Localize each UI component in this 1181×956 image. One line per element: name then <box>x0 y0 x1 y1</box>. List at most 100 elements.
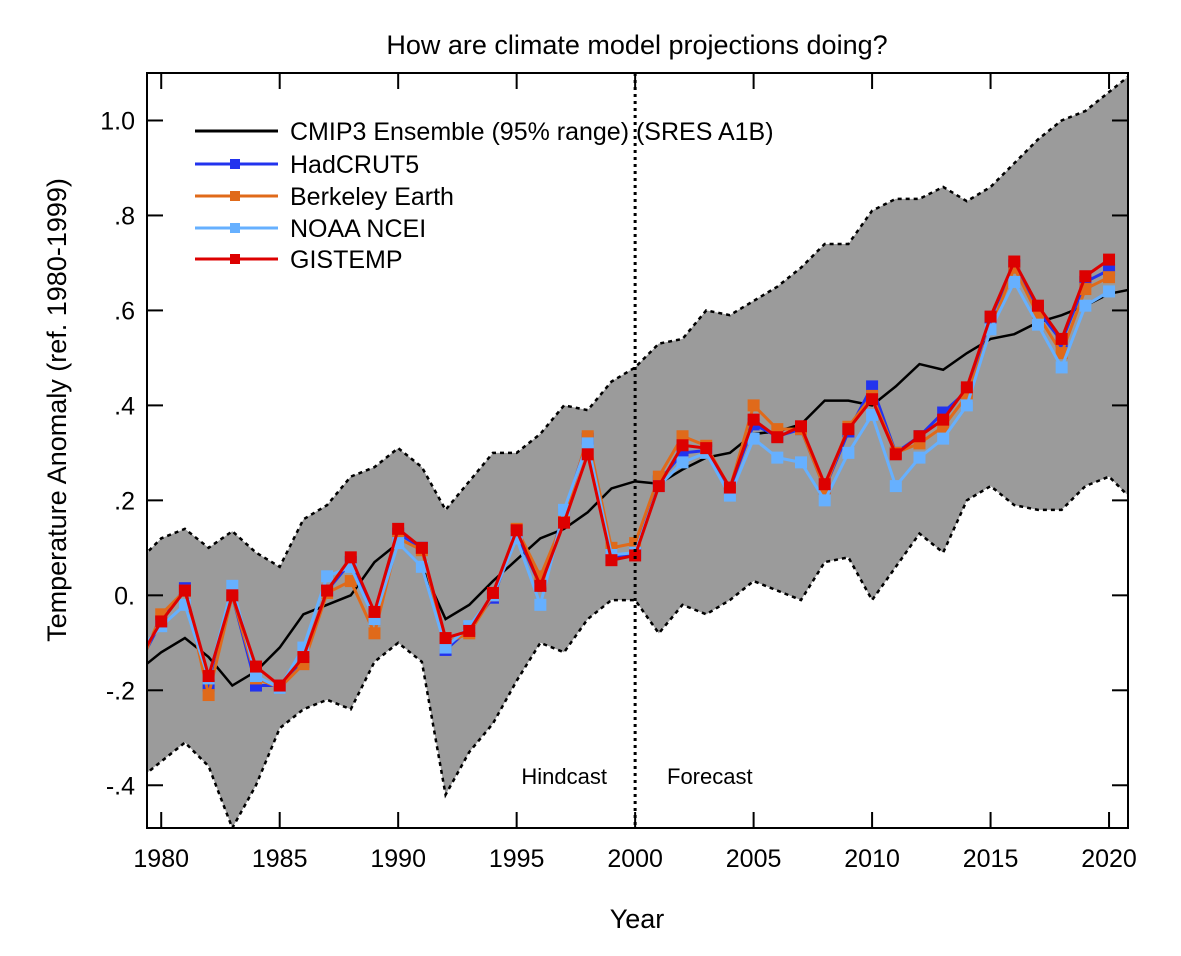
series-layer <box>132 253 1116 702</box>
gistemp-point <box>486 586 499 599</box>
legend-swatch-marker <box>230 223 240 233</box>
y-tick-label: .2 <box>114 487 135 515</box>
gistemp-point <box>463 624 476 637</box>
y-tick-label: .4 <box>114 392 135 420</box>
gistemp-point <box>1055 332 1068 345</box>
y-tick-label: .6 <box>114 297 135 325</box>
gistemp-point <box>178 584 191 597</box>
gistemp-point <box>723 481 736 494</box>
y-axis-label: Temperature Anomaly (ref. 1980-1999) <box>42 178 72 642</box>
forecast-label: Forecast <box>667 764 753 789</box>
noaa-ncei-point <box>1008 275 1021 288</box>
x-tick-label: 1980 <box>133 845 189 873</box>
legend-swatch-marker <box>230 159 240 169</box>
gistemp-point <box>937 413 950 426</box>
gistemp-point <box>439 632 452 645</box>
legend: CMIP3 Ensemble (95% range) (SRES A1B) Had… <box>195 118 774 274</box>
x-tick-label: 2000 <box>607 845 663 873</box>
noaa-ncei-point <box>321 570 334 583</box>
noaa-ncei-point <box>581 437 594 450</box>
noaa-ncei-point <box>1079 299 1092 312</box>
legend-label: NOAA NCEI <box>290 215 426 243</box>
berkeley-earth-point <box>676 430 689 443</box>
x-tick-label: 1990 <box>370 845 426 873</box>
noaa-ncei-point <box>913 451 926 464</box>
noaa-ncei-point <box>818 494 831 507</box>
y-tick-label: 1.0 <box>100 107 135 135</box>
berkeley-earth-point <box>747 399 760 412</box>
gistemp-point <box>842 423 855 436</box>
legend-item: Berkeley Earth <box>195 183 454 211</box>
legend-item: GISTEMP <box>195 246 403 274</box>
gistemp-point <box>960 381 973 394</box>
gistemp-point <box>415 541 428 554</box>
hadcrut5-point <box>132 661 144 673</box>
noaa-ncei-point <box>795 456 807 469</box>
gistemp-point <box>795 420 807 433</box>
gistemp-point <box>132 656 144 668</box>
gistemp-point <box>392 522 405 535</box>
legend-label: CMIP3 Ensemble (95% range) (SRES A1B) <box>290 118 774 146</box>
gistemp-point <box>250 660 262 673</box>
legend-item: CMIP3 Ensemble (95% range) (SRES A1B) <box>195 118 774 146</box>
gistemp-point <box>652 480 665 493</box>
legend-item: NOAA NCEI <box>195 215 426 243</box>
gistemp-point <box>771 431 784 444</box>
gistemp-point <box>984 310 997 323</box>
noaa-ncei-point <box>889 480 902 493</box>
gistemp-point <box>344 551 357 564</box>
x-tick-label: 2015 <box>963 845 1019 873</box>
gistemp-point <box>581 448 594 461</box>
gistemp-point <box>1031 299 1044 312</box>
noaa-ncei-point <box>132 646 144 658</box>
hindcast-label: Hindcast <box>521 764 607 789</box>
gistemp-point <box>1008 255 1021 268</box>
x-axis-label: Year <box>610 904 665 934</box>
gistemp-point <box>202 670 215 683</box>
gistemp-point <box>629 549 642 562</box>
noaa-ncei-point <box>747 432 760 445</box>
noaa-ncei-point <box>1103 285 1116 298</box>
gistemp-point <box>155 615 168 628</box>
noaa-ncei-point <box>250 670 262 683</box>
legend-item: HadCRUT5 <box>195 151 419 179</box>
gistemp-point <box>534 579 547 592</box>
noaa-ncei-point <box>937 432 950 445</box>
legend-label: GISTEMP <box>290 246 403 274</box>
model-range-fill <box>147 76 1128 828</box>
x-tick-label: 2005 <box>726 845 782 873</box>
gistemp-point <box>889 448 902 461</box>
berkeley-earth-point <box>368 627 381 640</box>
noaa-ncei-point <box>1031 318 1044 331</box>
gistemp-point <box>700 442 713 455</box>
gistemp-point <box>913 430 926 443</box>
gistemp-point <box>297 651 310 664</box>
legend-label: HadCRUT5 <box>290 151 419 179</box>
x-tick-label: 1985 <box>252 845 308 873</box>
gistemp-point <box>747 413 760 426</box>
berkeley-earth-point <box>132 665 144 677</box>
gistemp-point <box>866 393 879 406</box>
noaa-ncei-point <box>842 446 855 459</box>
y-tick-label: .8 <box>114 202 135 230</box>
gistemp-point <box>676 439 689 452</box>
x-tick-label: 1995 <box>489 845 545 873</box>
berkeley-earth-point <box>344 575 357 588</box>
noaa-ncei-point <box>676 456 689 469</box>
model-upper-bound <box>147 75 1128 569</box>
gistemp-point <box>558 516 571 529</box>
legend-swatch-marker <box>230 254 240 264</box>
gistemp-point <box>226 589 239 602</box>
noaa-ncei-point <box>866 408 879 421</box>
gistemp-point <box>321 584 334 597</box>
noaa-ncei-point <box>1055 361 1068 374</box>
legend-label: Berkeley Earth <box>290 183 454 211</box>
gistemp-point <box>605 554 618 567</box>
gistemp-point <box>368 605 381 618</box>
noaa-ncei-point <box>534 598 547 611</box>
noaa-ncei-point <box>439 641 452 654</box>
series-gistemp <box>132 253 1116 692</box>
gistemp-point <box>818 478 831 491</box>
gistemp-point <box>1079 270 1092 283</box>
